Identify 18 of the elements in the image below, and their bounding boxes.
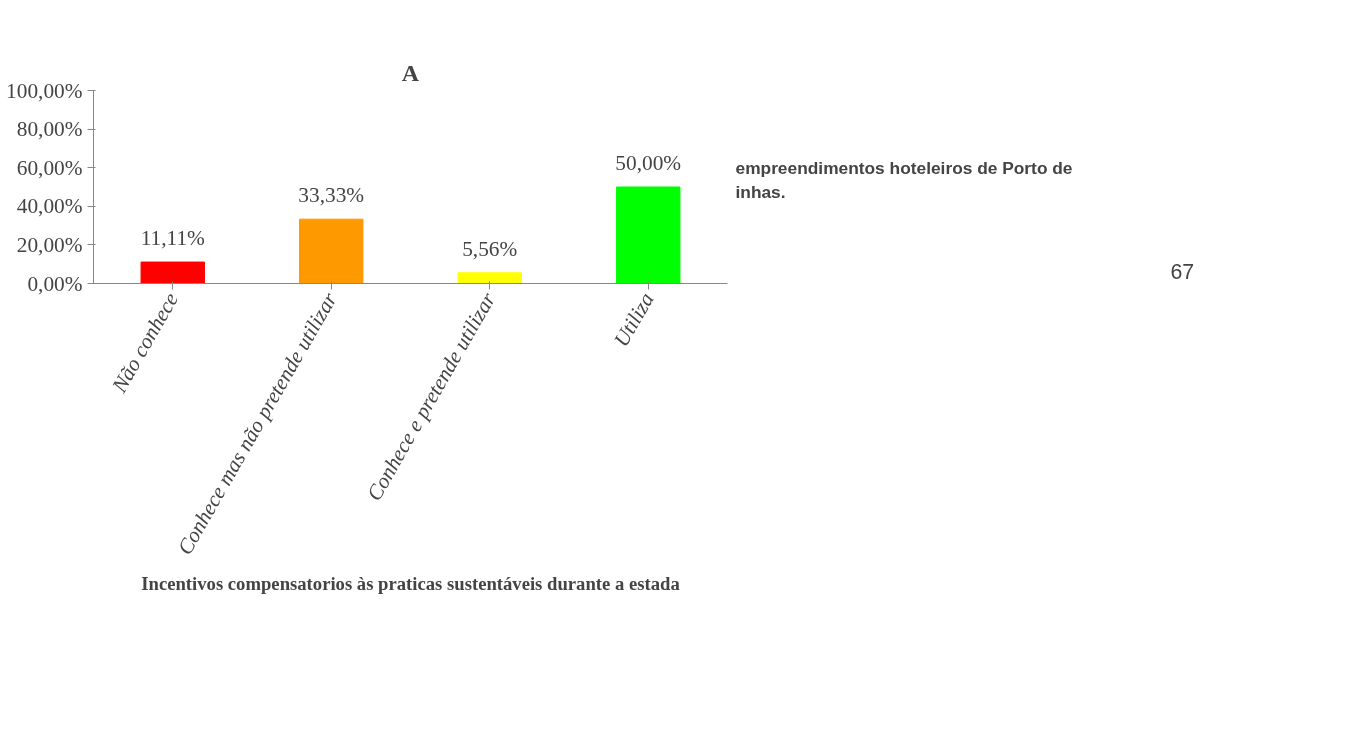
data-label: 50,00%: [615, 151, 682, 175]
y-tick-label: 60,00%: [16, 155, 83, 180]
x-axis-title: Incentivos compensatorios às praticas sustentáveis durante a estada: [141, 572, 681, 594]
bar: [616, 186, 681, 284]
y-tick-label: 100,00%: [6, 78, 83, 103]
data-label: 5,56%: [462, 236, 518, 261]
bar: [299, 218, 364, 284]
data-label: 33,33%: [298, 183, 365, 208]
text: empreendimentos hoteleiros de Porto de inhas.: [735, 157, 1073, 202]
chart-title: A: [401, 59, 420, 86]
y-tick-label: 40,00%: [16, 194, 83, 219]
bar: [140, 261, 205, 284]
text: 67: [1170, 259, 1195, 284]
y-tick-label: 80,00%: [16, 117, 83, 142]
y-tick-label: 20,00%: [16, 232, 83, 257]
data-label: 11,11%: [140, 226, 206, 251]
bar: [457, 272, 522, 284]
y-tick-label: 0,00%: [27, 271, 83, 296]
